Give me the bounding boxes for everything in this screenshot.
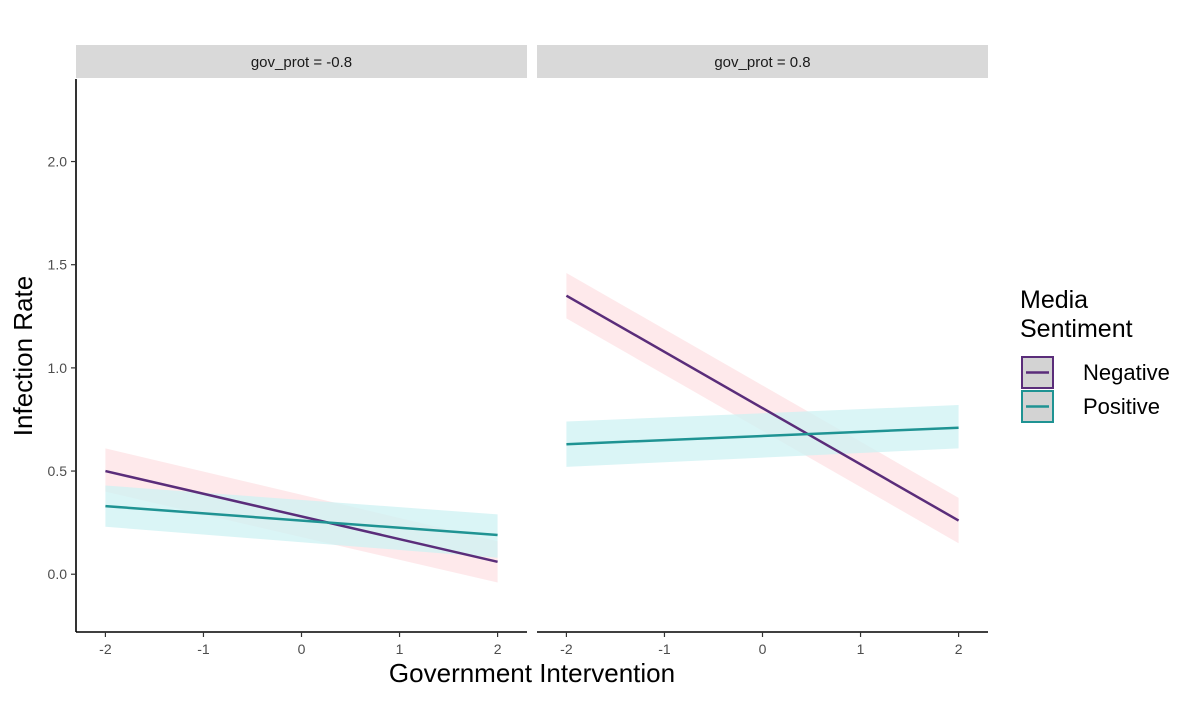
x-tick-label: -2 — [99, 641, 112, 657]
facet-strip — [537, 45, 988, 78]
x-tick-label: -1 — [658, 641, 671, 657]
x-tick-label: -1 — [197, 641, 210, 657]
facet-strip-label: gov_prot = -0.8 — [251, 54, 352, 71]
x-tick-label: 2 — [955, 641, 963, 657]
facet-strip-label: gov_prot = 0.8 — [714, 54, 810, 71]
legend-label: Negative — [1083, 360, 1170, 385]
facet-strip — [76, 45, 527, 78]
y-tick-label: 0.5 — [48, 463, 68, 479]
x-axis-title: Government Intervention — [389, 658, 675, 688]
line-negative — [565, 294, 960, 522]
panel-2: gov_prot = 0.8 — [537, 45, 988, 544]
line-positive — [105, 504, 498, 537]
legend-item-positive: Positive — [1021, 390, 1160, 423]
legend: Media Sentiment Negative Positive — [1020, 286, 1170, 423]
x-tick-label: 0 — [298, 641, 306, 657]
x-tick-label: 1 — [396, 641, 404, 657]
x-tick-label: -2 — [560, 641, 573, 657]
x-tick-label: 0 — [759, 641, 767, 657]
x-tick-label: 2 — [494, 641, 502, 657]
line-negative — [105, 469, 498, 564]
y-tick-label: 1.0 — [48, 360, 68, 376]
legend-item-negative: Negative — [1021, 356, 1170, 389]
legend-label: Positive — [1083, 394, 1160, 419]
x-tick-label: 1 — [857, 641, 865, 657]
panel-1: gov_prot = -0.8 — [76, 45, 527, 583]
line-positive — [566, 426, 959, 446]
y-tick-label: 2.0 — [48, 154, 68, 170]
y-tick-label: 1.5 — [48, 257, 68, 273]
y-axis-title: Infection Rate — [8, 276, 38, 436]
legend-title: Media Sentiment — [1020, 286, 1133, 343]
y-tick-label: 0.0 — [48, 566, 68, 582]
